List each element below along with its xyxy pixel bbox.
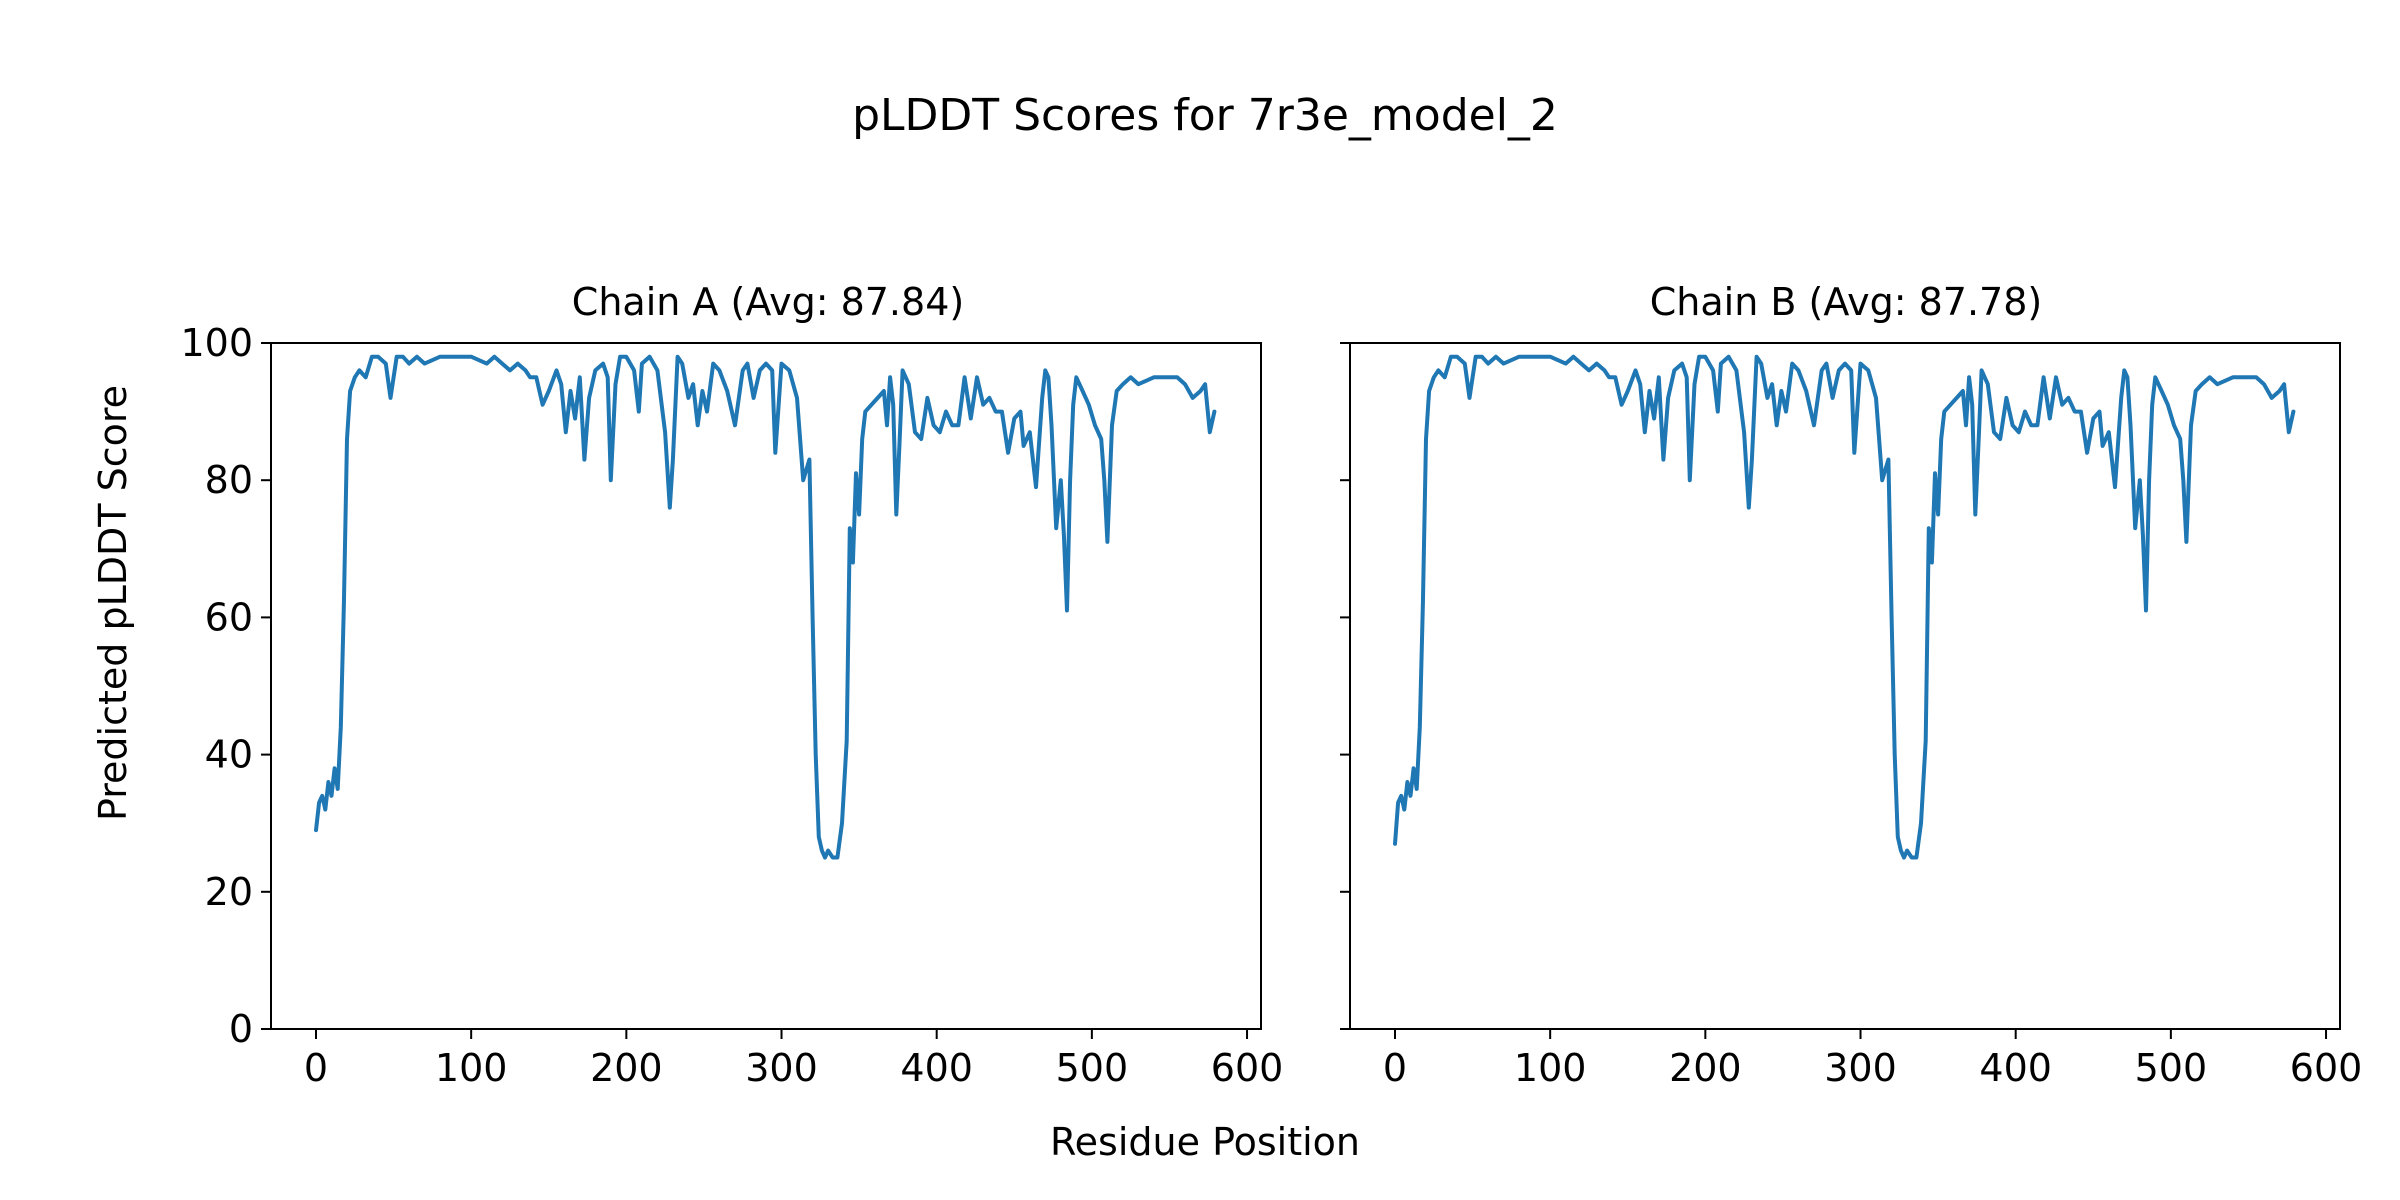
chain-b-plot-area (1393, 354, 2296, 860)
chain-b-x-tick-label: 400 (1979, 1046, 2052, 1090)
chain-b-panel: Chain B (Avg: 87.78) 0 100 200 300 400 500 600 (1340, 280, 2362, 1090)
chain-b-x-tick-label: 0 (1383, 1046, 1407, 1090)
chain-a-title: Chain A (Avg: 87.84) (572, 280, 964, 324)
chain-b-x-tick-label: 100 (1514, 1046, 1587, 1090)
figure-title: pLDDT Scores for 7r3e_model_2 (852, 90, 1558, 141)
chain-b-axes-frame (1349, 342, 2341, 1030)
chain-a-x-tick-label: 500 (1056, 1046, 1129, 1090)
chain-b-x-tick-label: 300 (1824, 1046, 1897, 1090)
chain-a-x-tick-label: 300 (745, 1046, 818, 1090)
chain-a-x-tick-label: 100 (435, 1046, 508, 1090)
chain-a-y-tick-label: 20 (205, 870, 253, 914)
chain-a-plddt-line (314, 354, 1217, 860)
chain-a-x-tick-label: 0 (304, 1046, 328, 1090)
chain-a-ticks: 0 100 200 300 400 500 600 0 20 40 60 80 100 (180, 321, 1283, 1090)
chain-a-y-tick-label: 100 (180, 321, 253, 365)
chain-a-y-tick-label: 80 (205, 458, 253, 502)
chain-b-plddt-line (1393, 354, 2296, 860)
chain-b-x-tick-label: 600 (2290, 1046, 2363, 1090)
y-axis-label: Predicted pLDDT Score (91, 385, 135, 821)
chain-b-title: Chain B (Avg: 87.78) (1650, 280, 2042, 324)
chain-b-x-tick-label: 500 (2135, 1046, 2208, 1090)
chain-a-plot-area (314, 354, 1217, 860)
chain-a-x-tick-label: 600 (1211, 1046, 1284, 1090)
chain-b-ticks: 0 100 200 300 400 500 600 (1340, 342, 2363, 1090)
chain-a-y-tick-label: 40 (205, 733, 253, 777)
chain-a-x-tick-label: 400 (900, 1046, 973, 1090)
chain-a-axes-frame (270, 342, 1262, 1030)
chain-a-x-tick-label: 200 (590, 1046, 663, 1090)
chain-b-x-tick-label: 200 (1669, 1046, 1742, 1090)
chain-a-panel: Chain A (Avg: 87.84) 0 100 200 300 400 500 600… (180, 280, 1283, 1090)
chain-a-y-tick-label: 0 (229, 1007, 253, 1051)
x-axis-label: Residue Position (1050, 1120, 1360, 1164)
chain-a-y-tick-label: 60 (205, 595, 253, 639)
